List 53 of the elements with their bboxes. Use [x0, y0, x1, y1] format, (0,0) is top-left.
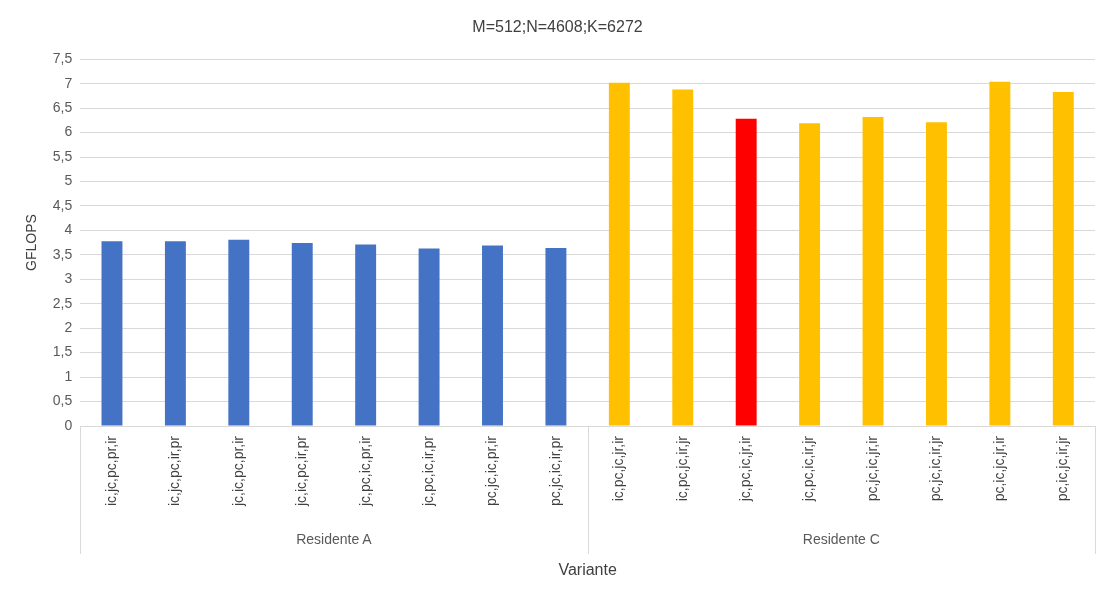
y-tick-label: 4 — [64, 221, 73, 238]
x-tick-label: pc,jc,ic,ir,pr — [546, 435, 563, 507]
y-tick-label: 7,5 — [52, 50, 73, 67]
bar — [672, 89, 694, 426]
bar — [735, 118, 757, 426]
y-tick-label: 1,5 — [52, 343, 73, 360]
x-tick-label: jc,pc,ic,ir,pr — [419, 435, 436, 508]
x-tick-label: pc,jc,ic,ir,jr — [927, 435, 944, 502]
x-tick-label: ic,jc,pc,ir,pr — [166, 435, 183, 507]
x-tick-label: jc,pc,ic,ir,jr — [800, 435, 817, 503]
x-tick-label: jc,pc,ic,pr,ir — [356, 435, 373, 508]
bar — [355, 244, 377, 426]
x-tick-label: jc,pc,ic,jr,ir — [737, 435, 754, 503]
bar — [1052, 91, 1074, 426]
bar — [418, 248, 440, 426]
bar — [799, 123, 821, 426]
bar — [925, 122, 947, 426]
chart-title: M=512;N=4608;K=6272 — [472, 18, 643, 36]
bar — [101, 241, 123, 426]
bar — [228, 239, 250, 426]
y-tick-label: 3 — [64, 270, 73, 287]
x-tick-label: pc,ic,jc,ir,jr — [1054, 435, 1071, 502]
y-tick-label: 2 — [64, 319, 73, 336]
bar — [482, 245, 503, 426]
y-tick-label: 6 — [64, 123, 73, 140]
y-axis-title: GFLOPS — [23, 214, 40, 271]
y-tick-label: 2,5 — [52, 294, 73, 311]
x-tick-label: pc,jc,ic,jr,ir — [863, 435, 880, 502]
x-tick-label: ic,jc,pc,pr,ir — [102, 435, 119, 507]
y-tick-label: 0 — [64, 416, 73, 433]
y-tick-label: 7 — [64, 74, 73, 91]
y-tick-label: 5 — [64, 172, 73, 189]
y-tick-label: 4,5 — [52, 196, 73, 213]
y-tick-label: 5,5 — [52, 147, 73, 164]
y-tick-label: 1 — [64, 367, 73, 384]
x-axis-title: Variante — [558, 560, 617, 578]
x-tick-label: jc,ic,pc,ir,pr — [293, 435, 310, 508]
text: Residente A — [296, 530, 373, 547]
x-tick-label: pc,jc,ic,pr,ir — [483, 435, 500, 507]
text: Residente C — [802, 530, 880, 547]
y-tick-label: 6,5 — [52, 98, 73, 115]
y-tick-label: 0,5 — [52, 392, 73, 409]
bar — [164, 241, 186, 426]
x-tick-label: ic,pc,jc,jr,ir — [610, 435, 627, 502]
bar — [608, 82, 630, 426]
x-tick-label: ic,pc,jc,ir,jr — [673, 435, 690, 502]
x-tick-label: pc,ic,jc,jr,ir — [990, 435, 1007, 502]
x-tick-label: jc,ic,pc,pr,ir — [229, 435, 246, 508]
bar — [862, 116, 884, 426]
bar — [989, 81, 1011, 426]
bar — [291, 243, 313, 426]
y-tick-label: 3,5 — [52, 245, 73, 262]
bar — [545, 247, 567, 426]
